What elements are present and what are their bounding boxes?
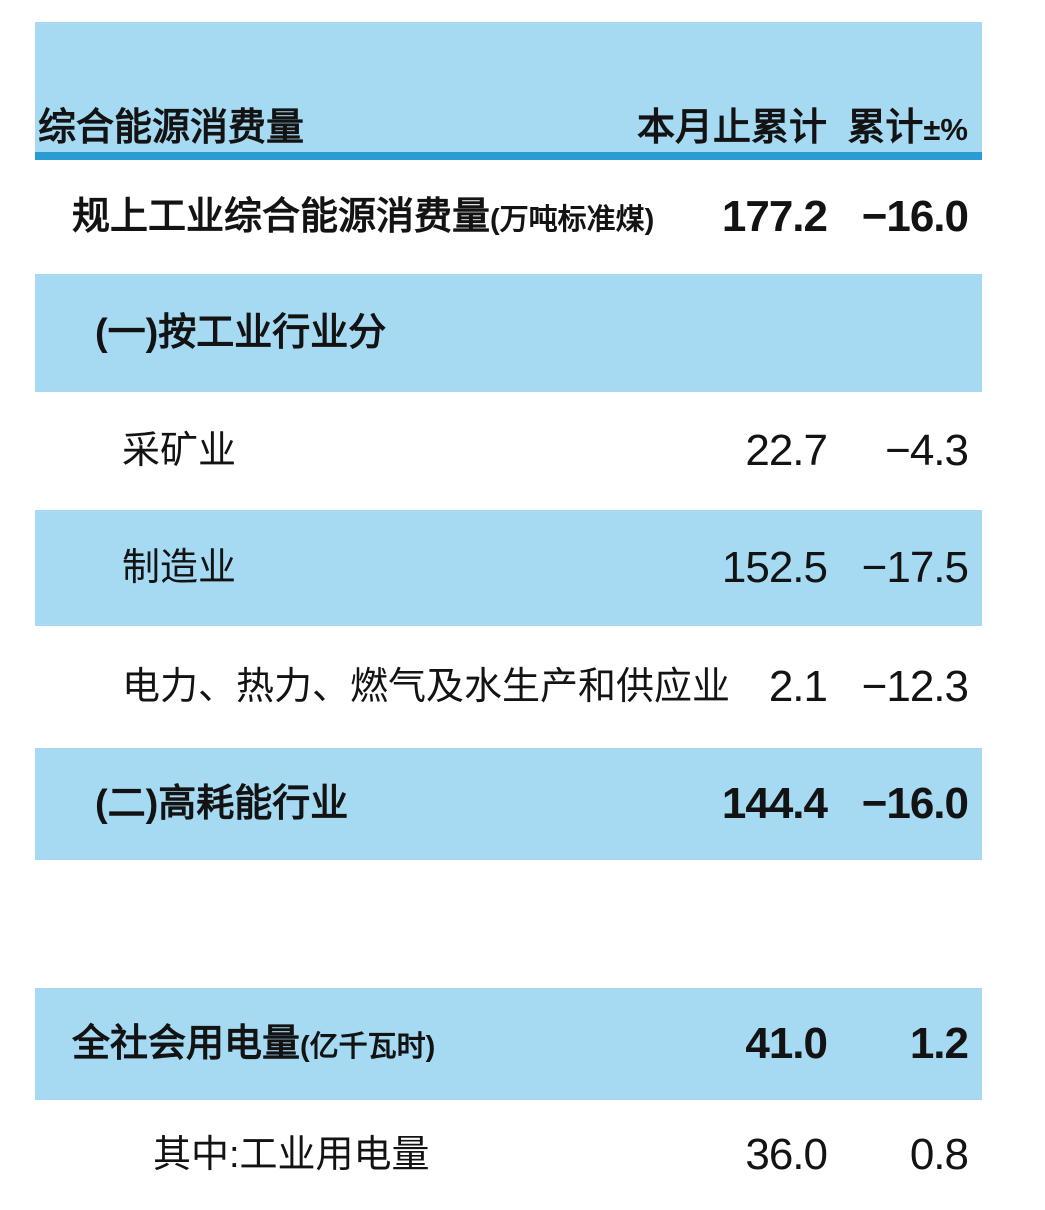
row-label-unit: (亿千瓦时)	[300, 1031, 436, 1063]
plus-minus-percent-label: ±%	[923, 112, 968, 147]
row-label-text: 采矿业	[122, 430, 237, 472]
energy-consumption-table: 综合能源消费量 本月止累计 累计±% 规上工业综合能源消费量(万吨标准煤) 17…	[35, 22, 982, 1210]
header-divider	[35, 152, 982, 160]
row-label: 采矿业	[35, 432, 617, 470]
row-label-text: 电力、热力、燃气及水生产和供应业	[122, 666, 731, 708]
table-row: (一)按工业行业分	[35, 274, 982, 392]
row-value-month-cumulative: 144.4	[721, 779, 828, 828]
row-value-cumulative-pct: −17.5	[861, 543, 969, 592]
table-row: 电力、热力、燃气及水生产和供应业 2.1 −12.3	[35, 626, 982, 748]
row-label-unit: (万吨标准煤)	[490, 204, 655, 236]
row-label: 全社会用电量(亿千瓦时)	[35, 1025, 617, 1063]
row-value-month-cumulative: 2.1	[768, 662, 828, 711]
table-row: 其中:工业用电量 36.0 0.8	[35, 1100, 982, 1210]
row-label: 其中:工业用电量	[35, 1136, 617, 1174]
row-value-month-cumulative: 177.2	[721, 192, 828, 241]
row-label: (一)按工业行业分	[35, 314, 617, 352]
row-label: 制造业	[35, 549, 617, 587]
row-label-text: (二)高耗能行业	[95, 783, 349, 825]
table-row: 采矿业 22.7 −4.3	[35, 392, 982, 510]
table-row	[35, 860, 982, 988]
row-value-cumulative-pct: 0.8	[909, 1130, 969, 1179]
row-value-month-cumulative: 22.7	[745, 426, 828, 475]
header-col-month-cumulative: 本月止累计	[636, 107, 827, 149]
row-value-cumulative-pct: 1.2	[909, 1019, 969, 1068]
row-label-text: (一)按工业行业分	[95, 312, 387, 354]
header-col-cumulative-pct-text: 累计	[847, 107, 924, 149]
row-value-cumulative-pct: −16.0	[861, 192, 969, 241]
row-value-cumulative-pct: −12.3	[861, 662, 969, 711]
table-row: 制造业 152.5 −17.5	[35, 510, 982, 626]
row-label: (二)高耗能行业	[35, 785, 617, 823]
row-value-month-cumulative: 152.5	[721, 543, 828, 592]
header-title: 综合能源消费量	[38, 107, 305, 149]
row-label-text: 规上工业综合能源消费量	[72, 196, 491, 238]
row-value-month-cumulative: 41.0	[745, 1019, 828, 1068]
row-label: 电力、热力、燃气及水生产和供应业	[35, 668, 730, 706]
row-label-text: 全社会用电量	[72, 1023, 301, 1065]
row-value-cumulative-pct: −16.0	[861, 779, 969, 828]
header-col-cumulative-pct: 累计±%	[827, 109, 982, 152]
row-value-month-cumulative: 36.0	[745, 1130, 828, 1179]
table-row: 规上工业综合能源消费量(万吨标准煤) 177.2 −16.0	[35, 160, 982, 274]
row-value-cumulative-pct: −4.3	[885, 426, 969, 475]
table-row: 全社会用电量(亿千瓦时) 41.0 1.2	[35, 988, 982, 1100]
row-label-text: 其中:工业用电量	[153, 1134, 430, 1176]
table-header: 综合能源消费量 本月止累计 累计±%	[35, 22, 982, 152]
row-label: 规上工业综合能源消费量(万吨标准煤)	[35, 196, 654, 238]
table-rows: 规上工业综合能源消费量(万吨标准煤) 177.2 −16.0 (一)按工业行业分…	[35, 160, 982, 1210]
table-row: (二)高耗能行业 144.4 −16.0	[35, 748, 982, 860]
row-label-text: 制造业	[122, 547, 237, 589]
